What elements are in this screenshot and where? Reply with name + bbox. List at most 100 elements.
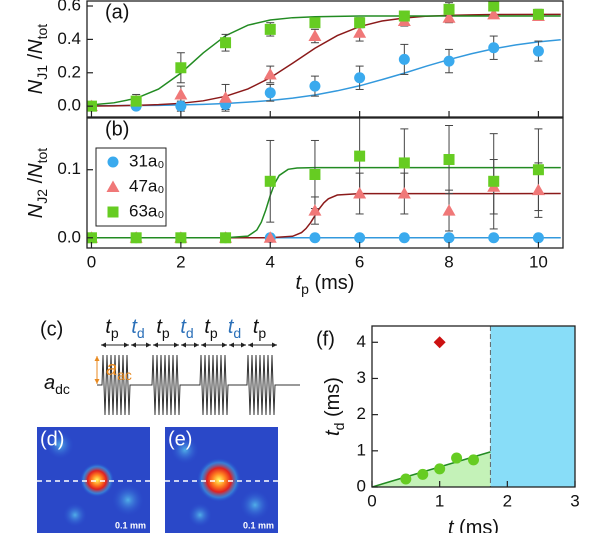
marker [309,17,321,29]
marker [220,232,232,244]
marker [443,55,455,67]
marker [220,37,232,49]
marker [532,164,544,176]
marker [400,473,412,485]
marker [398,157,410,169]
interval-label: td [228,316,241,340]
x-tick-label: 0 [87,252,96,271]
legend-label: 63a₀ [129,201,164,220]
x-tick-label: 3 [570,491,579,510]
label-part: p [301,281,309,297]
label-part: / [25,53,47,65]
atom-cloud [197,458,241,502]
x-tick-label: 1 [435,491,444,510]
label-part: J2 [34,189,50,204]
marker [397,187,411,199]
marker [354,17,366,29]
label-part: p [162,325,170,341]
marker [175,62,187,74]
legend-marker [107,206,119,218]
x-tick-label: 0 [367,491,376,510]
marker [354,150,366,162]
marker [308,204,322,216]
x-tick-label: 6 [355,252,364,271]
plot-area [372,326,575,487]
label-part: t [322,429,344,436]
panel-label: (d) [40,428,64,450]
y-axis-label: NJ2 /Ntot [25,148,49,219]
y-tick-label: 0.6 [57,0,81,14]
panel-label: (a) [105,1,129,23]
legend-marker [106,180,120,192]
label-part: p [210,325,218,341]
speckle [188,503,212,527]
speckle [240,490,270,520]
marker [488,42,500,54]
label-part: p [258,325,266,341]
legend-label: 31a₀ [129,151,164,170]
marker [264,87,276,99]
image-e [165,427,278,533]
marker [263,67,277,80]
label-part: tot [34,24,50,40]
y-tick-label: 0.1 [57,159,81,178]
y-tick-label: 0.0 [57,227,81,246]
marker [442,11,456,23]
marker [130,232,142,244]
y-tick-label: 4 [357,332,366,351]
marker [309,232,321,244]
marker [174,87,188,100]
interval-label: tp [253,316,267,340]
marker [488,175,500,187]
marker [417,468,429,480]
x-tick-label: 2 [503,491,512,510]
marker [353,187,367,199]
speckle [112,484,144,516]
label-part: t [253,316,260,338]
marker [488,232,500,244]
waveform [97,354,300,416]
interval-label: tp [105,316,119,340]
marker [353,26,367,38]
y-tick-label: 2 [357,404,366,423]
marker [309,168,321,180]
marker [263,231,277,243]
y-axis-label: td (ms) [322,377,346,436]
marker [354,72,366,84]
interval-label: td [131,316,144,340]
marker [219,91,233,103]
speckle [63,503,87,527]
atom-cloud [80,463,114,497]
marker [130,95,142,107]
offset-label: adc [44,372,70,396]
scale-label: 0.1 mm [115,520,146,530]
marker [532,45,544,57]
fit-line [91,38,561,107]
y-tick-label: 0.0 [57,96,81,115]
label-part: dc [55,381,70,397]
marker [434,463,446,475]
axes-frame [86,117,564,249]
marker [443,232,455,244]
interval-label: td [180,316,193,340]
label-part: N [25,39,47,54]
y-tick-label: 0.2 [57,62,81,81]
marker [264,23,276,35]
label-part: t [296,272,303,294]
label-part: (ms) [454,517,500,533]
interval-label: tp [156,316,170,340]
label-part: d [186,325,194,341]
image-d [37,427,150,533]
legend-marker [107,156,119,168]
speckle [46,431,74,459]
fit-line [91,15,561,106]
label-part: (ms) [322,377,344,423]
label-part: N [25,79,47,94]
label-part: / [25,177,47,189]
marker [487,7,501,20]
axes-frame [86,0,564,118]
label-part: p [111,325,119,341]
x-tick-label: 2 [176,252,185,271]
marker [488,1,500,12]
